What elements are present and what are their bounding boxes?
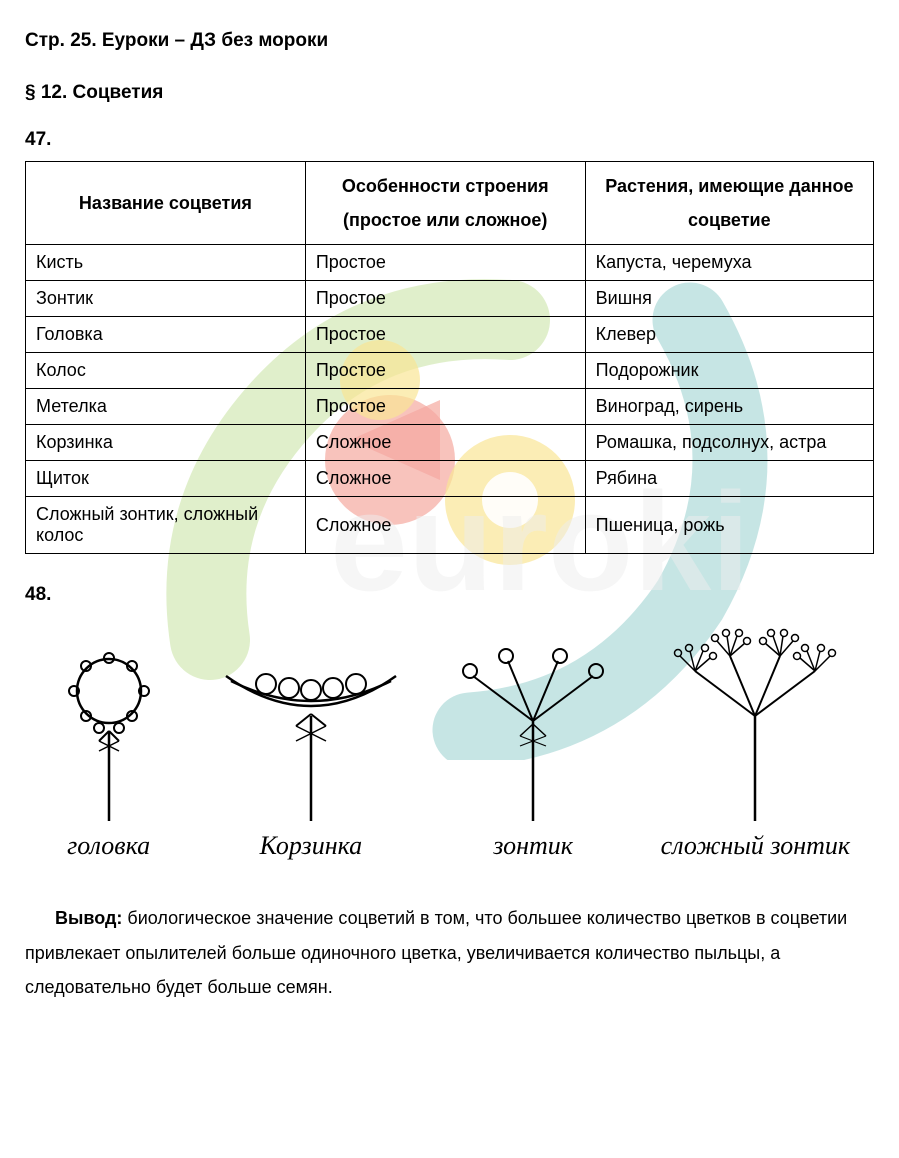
page-title: Стр. 25. Еуроки – ДЗ без мороки [25, 30, 874, 52]
table-cell: Простое [305, 281, 585, 317]
table-row: КорзинкаСложноеРомашка, подсолнух, астра [26, 425, 874, 461]
header-structure: Особенности строения (простое или сложно… [305, 162, 585, 245]
table-cell: Кисть [26, 245, 306, 281]
header-name: Название соцветия [26, 162, 306, 245]
table-cell: Капуста, черемуха [585, 245, 873, 281]
slozhny-zontik-icon [655, 626, 855, 826]
table-row: КистьПростоеКапуста, черемуха [26, 245, 874, 281]
table-cell: Сложное [305, 461, 585, 497]
diagram-label: головка [67, 831, 150, 861]
table-cell: Сложное [305, 425, 585, 461]
header-plants: Растения, имеющие данное соцветие [585, 162, 873, 245]
table-cell: Вишня [585, 281, 873, 317]
table-cell: Зонтик [26, 281, 306, 317]
table-cell: Щиток [26, 461, 306, 497]
conclusion-body: биологическое значение соцветий в том, ч… [25, 908, 847, 996]
table-cell: Подорожник [585, 353, 873, 389]
diagram-label: сложный зонтик [661, 831, 850, 861]
zontik-icon [448, 646, 618, 826]
table-cell: Простое [305, 317, 585, 353]
table-cell: Простое [305, 389, 585, 425]
table-row: ЩитокСложноеРябина [26, 461, 874, 497]
golovka-icon [44, 646, 174, 826]
table-cell: Рябина [585, 461, 873, 497]
table-cell: Пшеница, рожь [585, 497, 873, 554]
table-cell: Простое [305, 353, 585, 389]
conclusion-label: Вывод: [55, 908, 122, 928]
diagram-slozhny-zontik: сложный зонтик [655, 626, 855, 861]
table-cell: Сложный зонтик, сложный колос [26, 497, 306, 554]
exercise-number-47: 47. [25, 129, 874, 151]
diagram-row: головка Корзинка [25, 626, 874, 861]
conclusion-text: Вывод: биологическое значение соцветий в… [25, 901, 874, 1004]
table-cell: Головка [26, 317, 306, 353]
table-row: МетелкаПростоеВиноград, сирень [26, 389, 874, 425]
table-row: КолосПростоеПодорожник [26, 353, 874, 389]
table-cell: Клевер [585, 317, 873, 353]
diagram-label: зонтик [493, 831, 573, 861]
table-cell: Метелка [26, 389, 306, 425]
table-cell: Ромашка, подсолнух, астра [585, 425, 873, 461]
diagram-zontik: зонтик [448, 646, 618, 861]
table-row: ГоловкаПростоеКлевер [26, 317, 874, 353]
korzinka-icon [211, 646, 411, 826]
table-cell: Виноград, сирень [585, 389, 873, 425]
diagram-korzinka: Корзинка [211, 646, 411, 861]
table-cell: Простое [305, 245, 585, 281]
section-title: § 12. Соцветия [25, 82, 874, 104]
table-row: Сложный зонтик, сложный колосСложноеПшен… [26, 497, 874, 554]
table-row: ЗонтикПростоеВишня [26, 281, 874, 317]
diagram-golovka: головка [44, 646, 174, 861]
table-cell: Колос [26, 353, 306, 389]
table-cell: Сложное [305, 497, 585, 554]
inflorescence-table: Название соцветия Особенности строения (… [25, 161, 874, 554]
table-header-row: Название соцветия Особенности строения (… [26, 162, 874, 245]
table-cell: Корзинка [26, 425, 306, 461]
diagram-label: Корзинка [260, 831, 363, 861]
exercise-number-48: 48. [25, 584, 874, 606]
